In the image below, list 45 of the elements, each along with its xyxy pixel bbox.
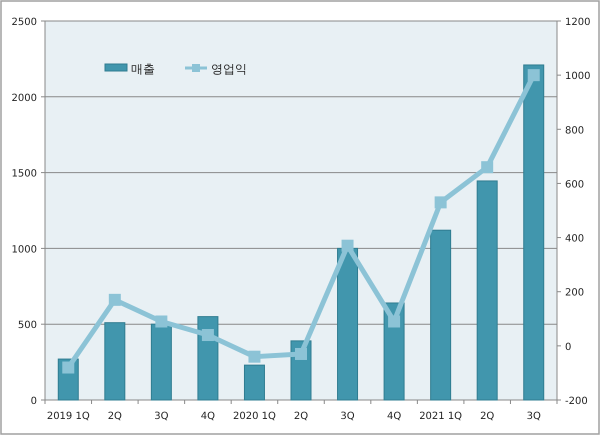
x-tick-label: 3Q [340, 411, 355, 422]
x-tick-label: 2Q [108, 411, 122, 422]
y2-tick-label: 200 [565, 288, 584, 299]
x-tick-label: 3Q [526, 411, 541, 422]
y2-tick-label: 1200 [565, 17, 590, 28]
bar [476, 180, 498, 400]
point [528, 69, 540, 82]
y-tick-label: 2000 [12, 92, 37, 104]
x-tick-label: 2019 1Q [46, 411, 90, 422]
y-tick-label: 500 [18, 320, 37, 332]
point [202, 329, 214, 342]
x-tick-label: 3Q [154, 411, 169, 422]
point [434, 196, 447, 208]
x-tick-label: 2Q [480, 411, 494, 422]
legend-label: 영업익 [211, 62, 247, 76]
bar [244, 364, 265, 400]
legend-label: 매출 [131, 62, 155, 76]
y-tick-label: 1000 [12, 244, 37, 256]
point [62, 362, 74, 374]
y2-tick-label: 600 [565, 179, 584, 190]
point [388, 315, 400, 328]
y2-tick-label: 400 [565, 234, 584, 245]
point [155, 315, 168, 328]
y2-tick-label: 0 [565, 342, 572, 353]
point [248, 350, 260, 363]
y-tick-label: 2500 [12, 17, 37, 28]
point [295, 348, 307, 360]
y2-tick-label: 800 [565, 125, 584, 136]
point [108, 294, 121, 306]
x-tick-label: 2Q [294, 411, 308, 422]
x-tick-label: 2020 1Q [233, 411, 276, 422]
y-tick-label: 1500 [12, 168, 37, 180]
y2-tick-label: 1000 [565, 71, 590, 82]
bar [337, 248, 358, 400]
y2-tick-label: -200 [565, 396, 588, 407]
y-tick-label: 0 [30, 396, 37, 407]
x-tick-label: 2021 1Q [419, 411, 462, 422]
bar [523, 64, 544, 400]
bar [150, 324, 172, 400]
x-tick-label: 4Q [200, 411, 216, 422]
x-tick-label: 4Q [386, 411, 402, 422]
bar [104, 322, 126, 400]
bar [430, 230, 452, 400]
point [342, 240, 354, 252]
point [481, 161, 494, 174]
